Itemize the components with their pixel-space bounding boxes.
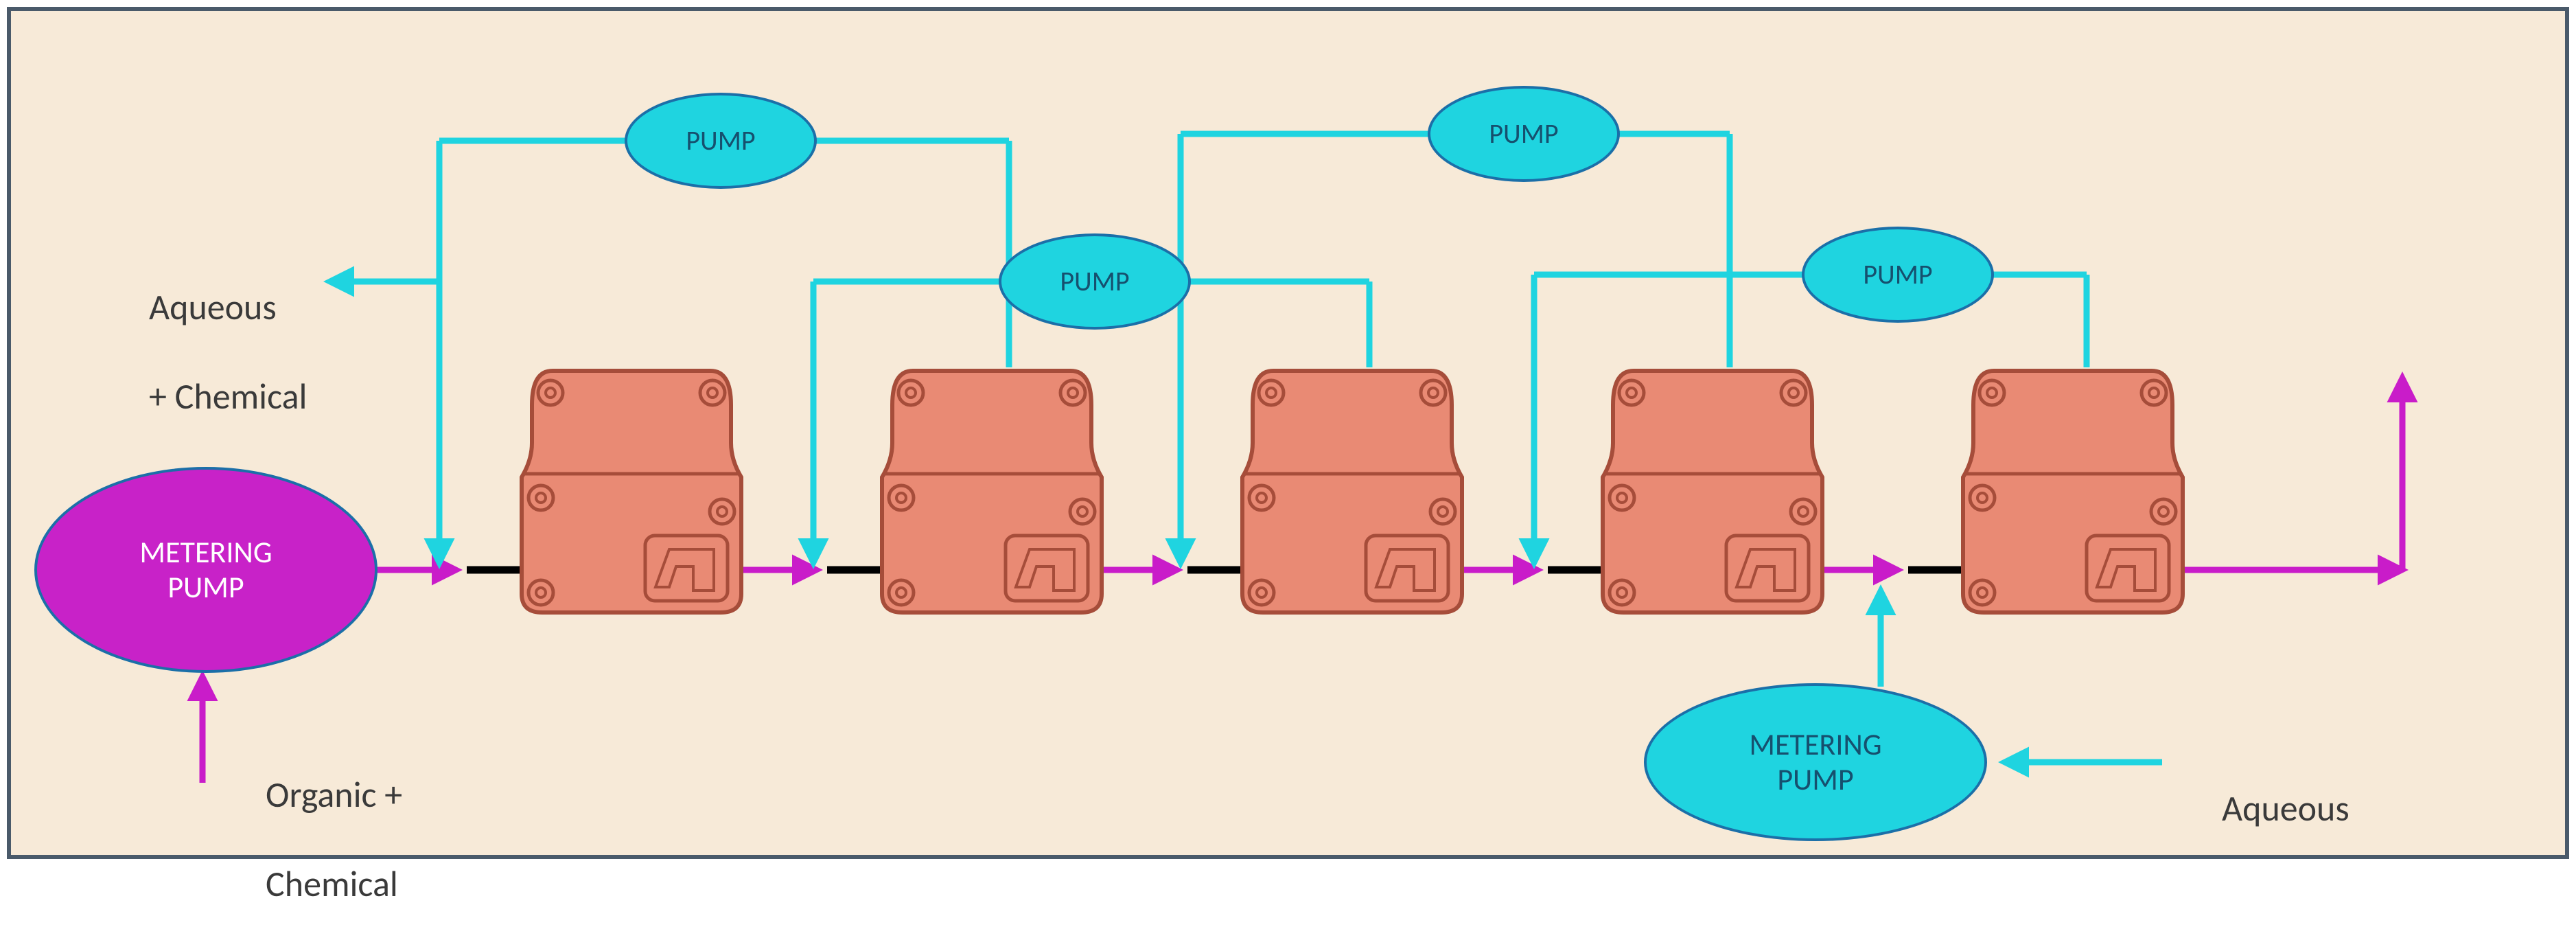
metering-pump-right-label-1: METERING [1749,726,1881,763]
aqueous-out-line2: + Chemical [149,374,307,418]
metering-pump-right: METERING PUMP [1644,683,1987,841]
pump-lower-1-label: PUMP [1060,266,1129,297]
pump-upper-1: PUMP [625,93,817,189]
organic-in-line2: Chemical [266,862,398,906]
mixer-module [1242,371,1462,612]
diagram-canvas: METERING PUMP METERING PUMP PUMP PUMP PU… [0,0,2576,866]
organic-in-line1: Organic + [266,772,402,816]
aqueous-in-text: Aqueous [2222,786,2349,830]
pump-upper-2: PUMP [1428,86,1620,182]
aqueous-chemical-out-label: Aqueous + Chemical [117,240,307,463]
metering-pump-left-label-2: PUMP [167,569,244,606]
pump-upper-2-label: PUMP [1489,118,1558,150]
metering-pump-left-label-1: METERING [139,534,272,571]
aqueous-in-label: Aqueous [2190,742,2349,875]
aqueous-out-line1: Aqueous [149,285,277,329]
mixer-module [882,371,1102,612]
mixer-module [1963,371,2183,612]
organic-chemical-in-label: Organic + Chemical [233,728,402,951]
pump-lower-1: PUMP [999,233,1191,330]
pump-lower-2: PUMP [1802,227,1994,323]
pump-lower-2-label: PUMP [1863,259,1932,290]
metering-pump-right-label-2: PUMP [1777,761,1853,798]
pump-upper-1-label: PUMP [686,125,755,157]
mixer-module [1603,371,1822,612]
mixer-module [522,371,741,612]
metering-pump-left: METERING PUMP [34,467,378,673]
